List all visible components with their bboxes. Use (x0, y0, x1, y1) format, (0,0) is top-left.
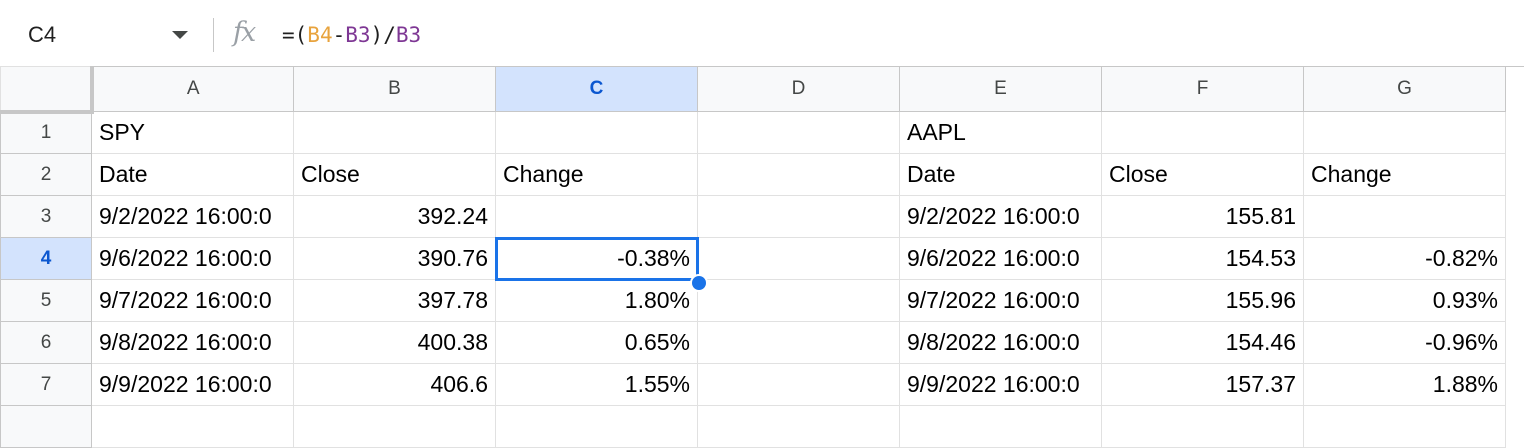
cell-g6[interactable]: -0.96% (1303, 321, 1506, 364)
cell-c6[interactable]: 0.65% (495, 321, 698, 364)
cell-bnext[interactable] (293, 405, 496, 448)
cell-c1[interactable] (495, 111, 698, 154)
cell-c5[interactable]: 1.80% (495, 279, 698, 322)
cell-a2[interactable]: Date (91, 153, 294, 196)
cell-anext[interactable] (91, 405, 294, 448)
table-row: 4 9/6/2022 16:00:0 390.76 -0.38% 9/6/2022 16… (0, 236, 1506, 281)
cell-c2[interactable]: Change (495, 153, 698, 196)
table-row: 3 9/2/2022 16:00:0 392.24 9/2/2022 16:00:0 1… (0, 195, 1506, 238)
column-header-g[interactable]: G (1303, 66, 1506, 112)
cell-c3[interactable] (495, 195, 698, 238)
cell-e4[interactable]: 9/6/2022 16:00:0 (899, 237, 1102, 280)
row-header-3[interactable]: 3 (0, 195, 92, 238)
cell-c7[interactable]: 1.55% (495, 363, 698, 406)
cell-f5[interactable]: 155.96 (1101, 279, 1304, 322)
cell-b7[interactable]: 406.6 (293, 363, 496, 406)
cell-d2[interactable] (697, 153, 900, 196)
cell-b2[interactable]: Close (293, 153, 496, 196)
cell-f7[interactable]: 157.37 (1101, 363, 1304, 406)
cell-e2[interactable]: Date (899, 153, 1102, 196)
cell-a5[interactable]: 9/7/2022 16:00:0 (91, 279, 294, 322)
column-header-e[interactable]: E (899, 66, 1102, 112)
table-row: 1 SPY AAPL (0, 111, 1506, 154)
cell-g5[interactable]: 0.93% (1303, 279, 1506, 322)
cell-e7[interactable]: 9/9/2022 16:00:0 (899, 363, 1102, 406)
cell-d6[interactable] (697, 321, 900, 364)
cell-b1[interactable] (293, 111, 496, 154)
cell-b6[interactable]: 400.38 (293, 321, 496, 364)
cell-b5[interactable]: 397.78 (293, 279, 496, 322)
cell-b3[interactable]: 392.24 (293, 195, 496, 238)
cell-fnext[interactable] (1101, 405, 1304, 448)
cell-a1[interactable]: SPY (91, 111, 294, 154)
cell-f2[interactable]: Close (1101, 153, 1304, 196)
name-box[interactable]: C4 (28, 22, 57, 47)
cell-gnext[interactable] (1303, 405, 1506, 448)
cell-f3[interactable]: 155.81 (1101, 195, 1304, 238)
cell-d5[interactable] (697, 279, 900, 322)
column-header-c[interactable]: C (495, 66, 698, 112)
column-header-b[interactable]: B (293, 66, 496, 112)
table-row (0, 405, 1506, 448)
cell-a6[interactable]: 9/8/2022 16:00:0 (91, 321, 294, 364)
column-header-d[interactable]: D (697, 66, 900, 112)
cell-g4[interactable]: -0.82% (1303, 237, 1506, 280)
cell-f1[interactable] (1101, 111, 1304, 154)
row-header-5[interactable]: 5 (0, 279, 92, 322)
cell-g1[interactable] (1303, 111, 1506, 154)
cell-enext[interactable] (899, 405, 1102, 448)
cell-dnext[interactable] (697, 405, 900, 448)
table-row: 2 Date Close Change Date Close Change (0, 153, 1506, 196)
cell-d3[interactable] (697, 195, 900, 238)
cell-c4[interactable]: -0.38% (494, 236, 699, 281)
formula-text-part: - (332, 23, 346, 47)
fx-icon: fx (233, 17, 256, 48)
select-all-corner[interactable] (0, 66, 94, 114)
cell-e6[interactable]: 9/8/2022 16:00:0 (899, 321, 1102, 364)
column-header-a[interactable]: A (91, 66, 294, 112)
formula-ref-b3: B3 (395, 23, 422, 47)
fill-handle[interactable] (690, 274, 708, 292)
table-row: 6 9/8/2022 16:00:0 400.38 0.65% 9/8/2022 16:… (0, 321, 1506, 364)
row-header-1[interactable]: 1 (0, 111, 92, 154)
cell-g7[interactable]: 1.88% (1303, 363, 1506, 406)
chevron-down-icon[interactable] (172, 31, 188, 39)
cell-e5[interactable]: 9/7/2022 16:00:0 (899, 279, 1102, 322)
cell-a3[interactable]: 9/2/2022 16:00:0 (91, 195, 294, 238)
row-header-2[interactable]: 2 (0, 153, 92, 196)
cell-a7[interactable]: 9/9/2022 16:00:0 (91, 363, 294, 406)
divider (213, 18, 214, 52)
formula-text-part: )/ (370, 23, 396, 47)
cell-g3[interactable] (1303, 195, 1506, 238)
row-header-next[interactable] (0, 405, 92, 448)
column-header-f[interactable]: F (1101, 66, 1304, 112)
cell-f4[interactable]: 154.53 (1101, 237, 1304, 280)
cell-f6[interactable]: 154.46 (1101, 321, 1304, 364)
cell-d4[interactable] (697, 237, 900, 280)
cell-cnext[interactable] (495, 405, 698, 448)
cell-e3[interactable]: 9/2/2022 16:00:0 (899, 195, 1102, 238)
table-row: 5 9/7/2022 16:00:0 397.78 1.80% 9/7/2022 16:… (0, 279, 1506, 322)
cell-g2[interactable]: Change (1303, 153, 1506, 196)
cell-d1[interactable] (697, 111, 900, 154)
row-header-4[interactable]: 4 (0, 237, 92, 280)
formula-ref-b3: B3 (345, 23, 371, 47)
row-header-7[interactable]: 7 (0, 363, 92, 406)
table-row: 7 9/9/2022 16:00:0 406.6 1.55% 9/9/2022 16:0… (0, 363, 1506, 406)
spreadsheet-grid: A B C D E F G 1 SPY AAPL 2 Date Close Change Da… (0, 66, 1506, 448)
formula-input[interactable]: =(B4-B3)/B3 (282, 23, 421, 47)
cell-e1[interactable]: AAPL (899, 111, 1102, 154)
cell-d7[interactable] (697, 363, 900, 406)
row-header-6[interactable]: 6 (0, 321, 92, 364)
formula-bar: C4 fx =(B4-B3)/B3 (0, 0, 1524, 67)
cell-a4[interactable]: 9/6/2022 16:00:0 (91, 237, 294, 280)
formula-ref-b4: B4 (307, 23, 333, 47)
cell-b4[interactable]: 390.76 (293, 237, 496, 280)
formula-text-part: =( (282, 23, 308, 47)
